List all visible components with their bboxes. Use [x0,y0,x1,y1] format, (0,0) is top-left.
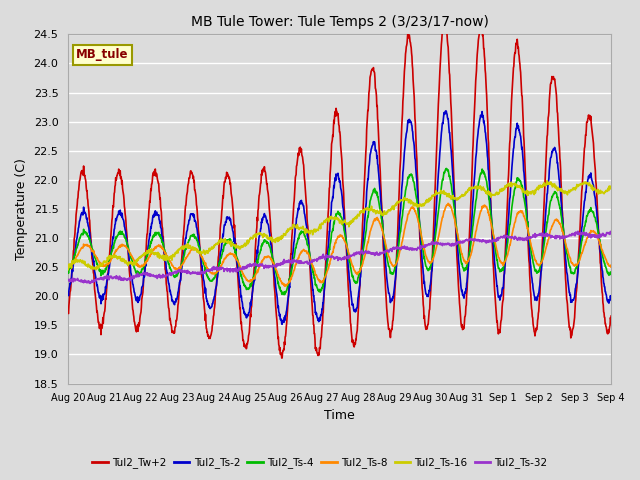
Title: MB Tule Tower: Tule Temps 2 (3/23/17-now): MB Tule Tower: Tule Temps 2 (3/23/17-now… [191,15,488,29]
X-axis label: Time: Time [324,409,355,422]
Legend: Tul2_Tw+2, Tul2_Ts-2, Tul2_Ts-4, Tul2_Ts-8, Tul2_Ts-16, Tul2_Ts-32: Tul2_Tw+2, Tul2_Ts-2, Tul2_Ts-4, Tul2_Ts… [88,453,552,472]
Y-axis label: Temperature (C): Temperature (C) [15,158,28,260]
Text: MB_tule: MB_tule [76,48,129,61]
